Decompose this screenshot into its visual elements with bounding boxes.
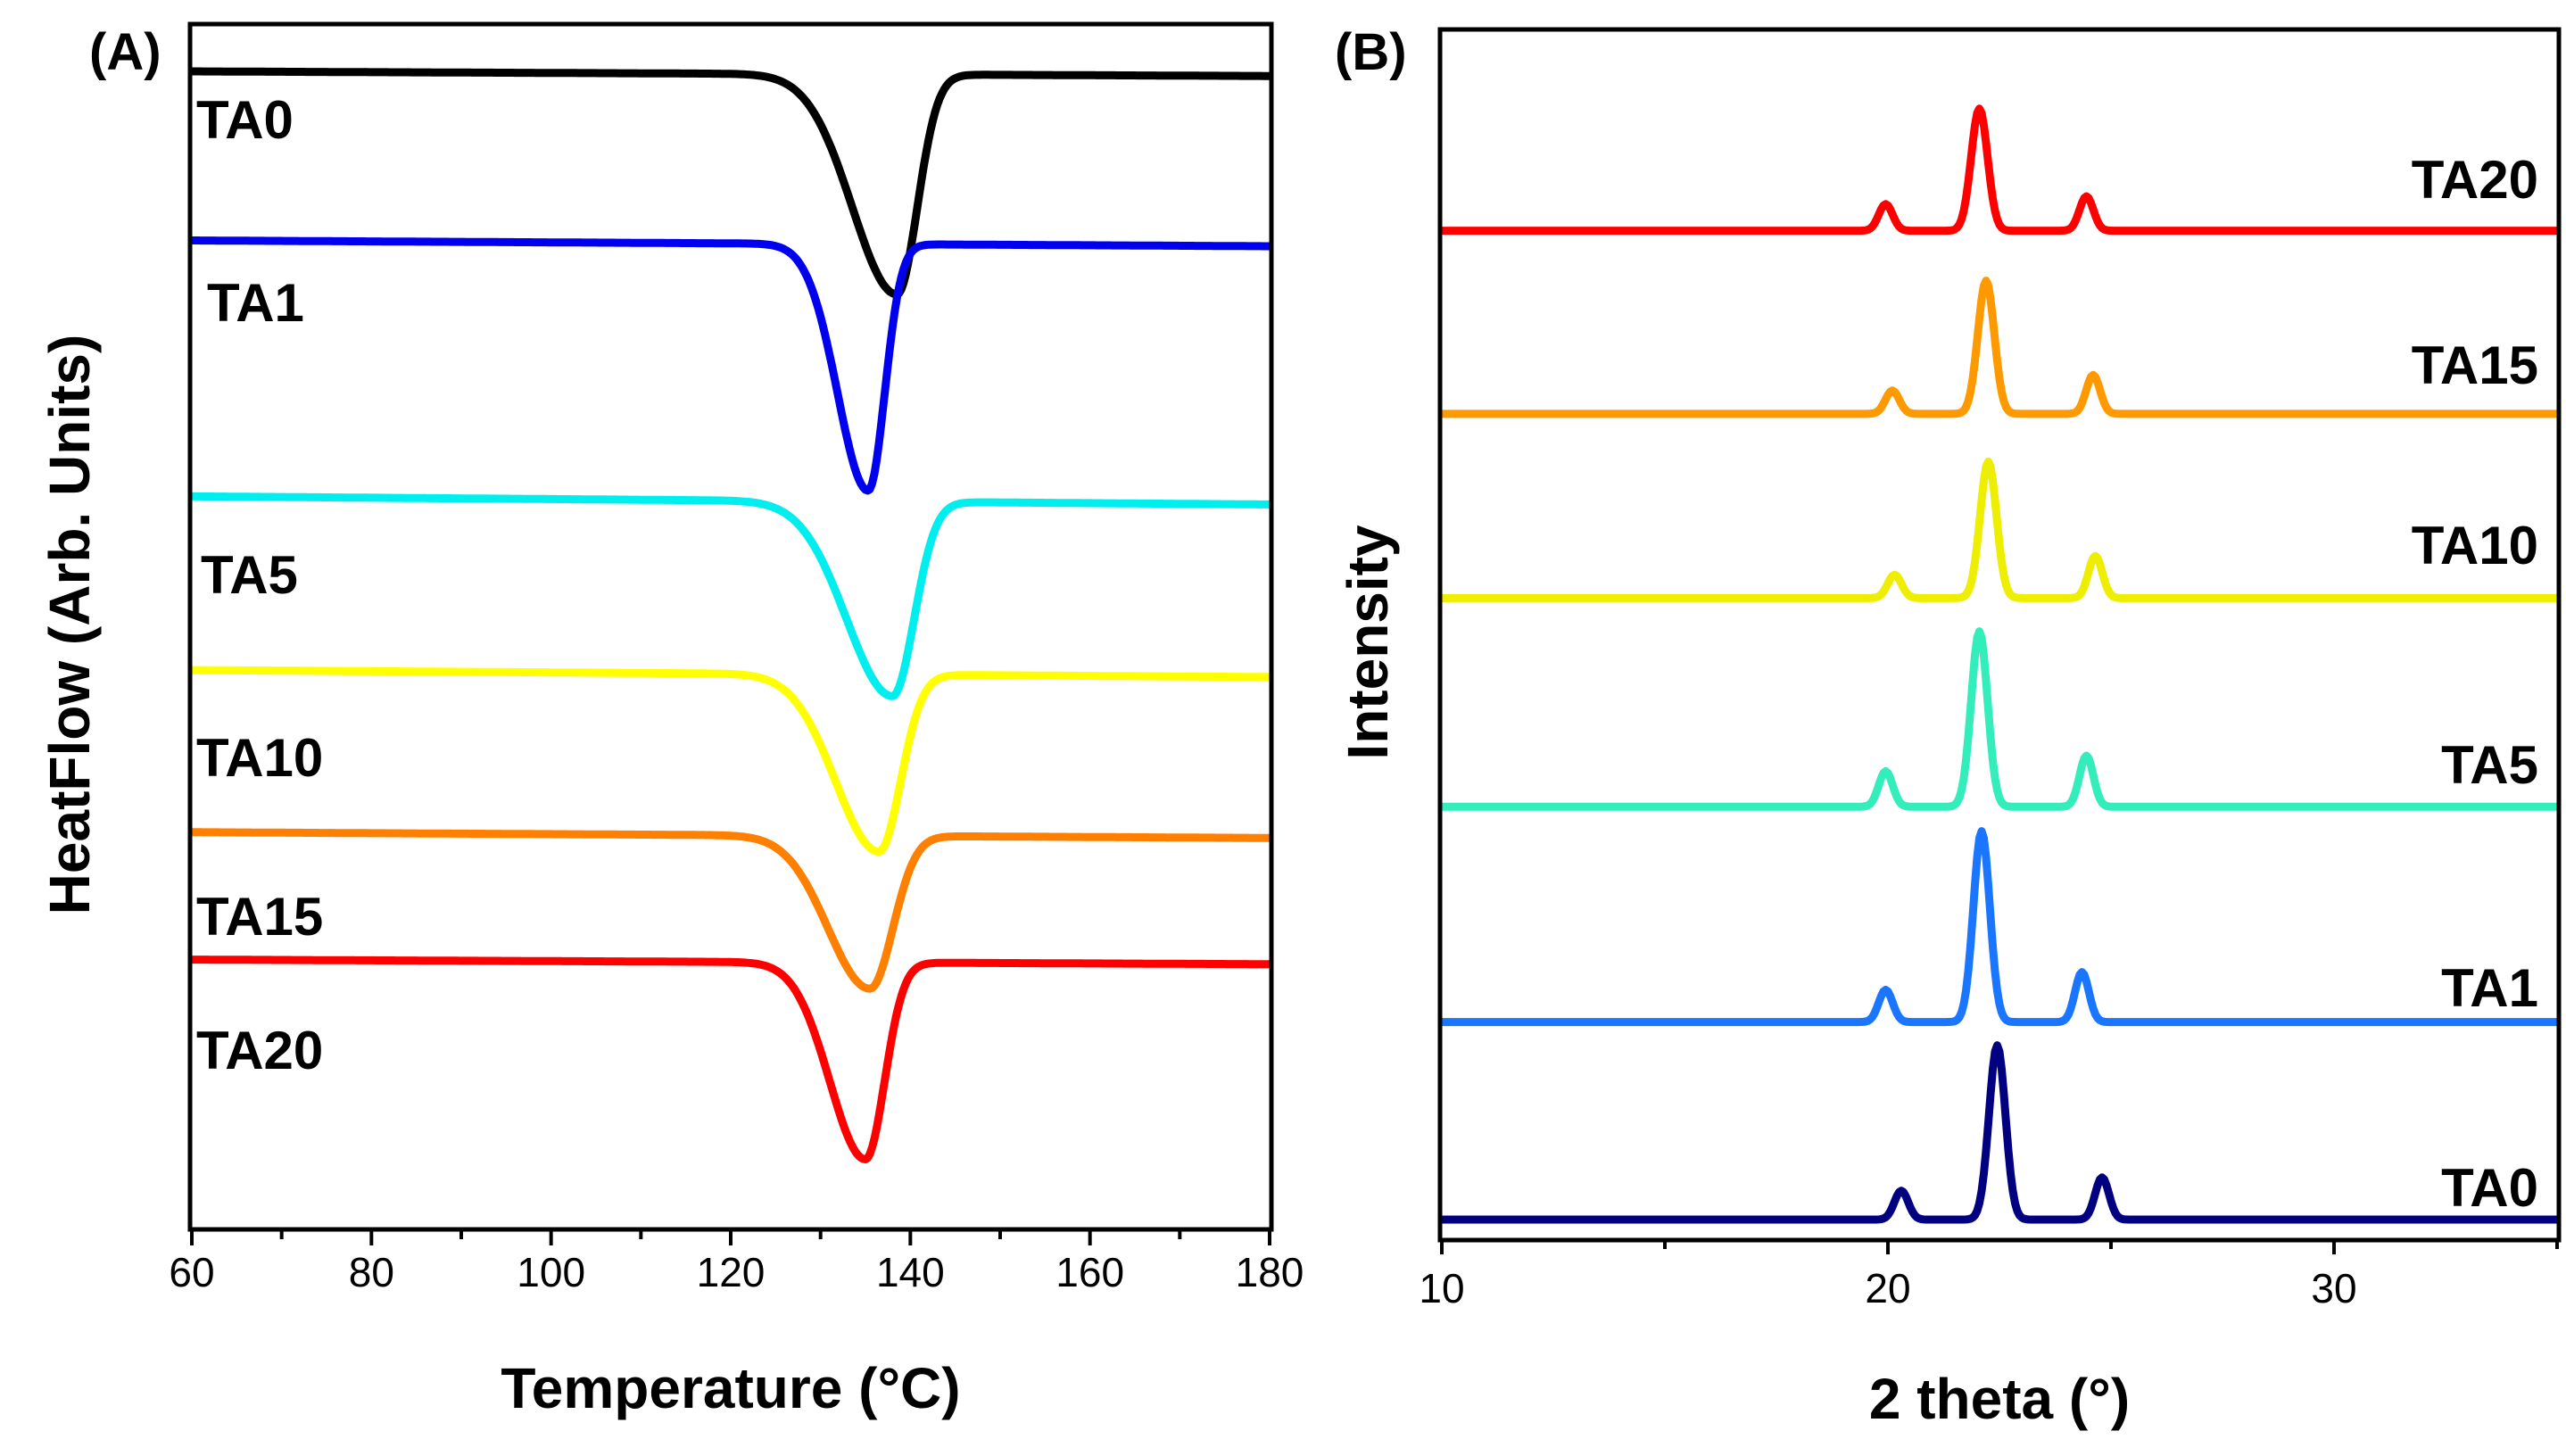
panel-a-label: (A) (89, 23, 161, 81)
panel-b-chart: (B) 10 20 30 TA20 TA15 TA10 TA5 TA1 TA0 2 theta… (1335, 23, 2562, 1431)
panel-a-curves (187, 67, 1274, 1163)
xrd-series-label-ta1: TA1 (2441, 958, 2538, 1018)
panel-b-xtick-label: 10 (1419, 1265, 1464, 1311)
dsc-series-label-ta0: TA0 (196, 90, 294, 150)
dsc-curve-ta5 (187, 492, 1274, 700)
xrd-series-label-ta10: TA10 (2412, 516, 2538, 575)
xrd-series-label-ta20: TA20 (2412, 150, 2538, 210)
xrd-curve-ta0 (1437, 1041, 2562, 1224)
xrd-curve-ta20 (1437, 104, 2562, 236)
panel-a-ylabel: HeatFlow (Arb. Units) (37, 335, 102, 915)
xrd-curve-ta5 (1437, 627, 2562, 811)
dsc-series-label-ta10: TA10 (196, 728, 323, 788)
dsc-series-label-ta5: TA5 (201, 545, 298, 605)
dsc-curve-ta15 (187, 828, 1274, 993)
dsc-curve-ta1 (187, 236, 1274, 495)
dsc-curve-ta0 (187, 67, 1274, 299)
panel-b-xlabel: 2 theta (°) (1869, 1367, 2130, 1431)
panel-a-frame (187, 21, 1274, 1232)
panel-b-series-labels: TA20 TA15 TA10 TA5 TA1 TA0 (2412, 150, 2538, 1218)
panel-a-xtick-label: 80 (349, 1249, 394, 1295)
panel-a-xtick-label: 180 (1236, 1249, 1304, 1295)
panel-b-label: (B) (1335, 23, 1407, 81)
xrd-curve-ta10 (1437, 457, 2562, 602)
dsc-series-label-ta1: TA1 (207, 273, 304, 333)
dsc-curve-ta10 (187, 666, 1274, 856)
panel-a-series-labels: TA0 TA1 TA5 TA10 TA15 TA20 (196, 90, 323, 1080)
panel-a-xtick-label: 120 (697, 1249, 766, 1295)
dsc-series-label-ta20: TA20 (196, 1021, 323, 1080)
xrd-curve-ta15 (1437, 277, 2562, 418)
panel-a-xtick-label: 60 (169, 1249, 214, 1295)
panel-a-ticks: 60 80 100 120 140 160 180 (169, 1229, 1304, 1295)
xrd-series-label-ta5: TA5 (2441, 735, 2538, 795)
panel-b-frame (1437, 27, 2562, 1243)
panel-b-xtick-label: 30 (2311, 1265, 2356, 1311)
panel-b-ticks: 10 20 30 (1419, 1240, 2559, 1311)
panel-b-curves (1437, 104, 2562, 1224)
dsc-curve-ta20 (187, 956, 1274, 1163)
xrd-curve-ta1 (1437, 827, 2562, 1027)
panel-b-ylabel: Intensity (1336, 525, 1400, 760)
panel-a-xlabel: Temperature (°C) (501, 1356, 960, 1420)
panel-b-xtick-label: 20 (1865, 1265, 1910, 1311)
panel-a-chart: (A) 60 80 100 120 140 160 180 TA0 TA1 TA5 TA10 TA1… (37, 21, 1304, 1420)
xrd-series-label-ta0: TA0 (2441, 1158, 2538, 1218)
xrd-series-label-ta15: TA15 (2412, 335, 2538, 395)
panel-a-xtick-label: 140 (876, 1249, 945, 1295)
panel-a-xtick-label: 160 (1055, 1249, 1124, 1295)
dsc-series-label-ta15: TA15 (196, 887, 323, 947)
panel-a-xtick-label: 100 (517, 1249, 585, 1295)
